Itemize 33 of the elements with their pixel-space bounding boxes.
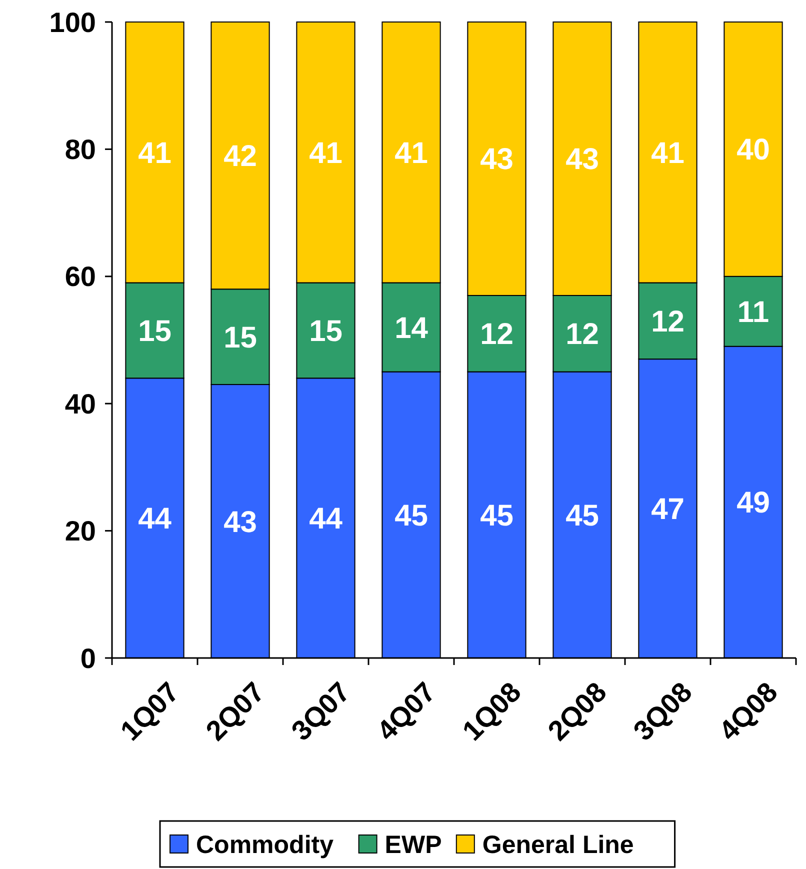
data-label: 11 [737, 296, 770, 329]
legend-label: General Line [482, 830, 634, 859]
data-label: 12 [651, 305, 684, 338]
y-tick-label: 60 [64, 261, 96, 292]
data-label: 45 [566, 499, 599, 532]
data-label: 15 [309, 314, 342, 348]
data-label: 41 [651, 136, 684, 170]
data-label: 45 [394, 499, 428, 532]
data-label: 43 [224, 506, 257, 539]
data-label: 42 [224, 140, 257, 174]
data-label: 43 [480, 143, 514, 176]
legend-label: EWP [384, 830, 442, 859]
data-label: 49 [736, 486, 770, 520]
legend-label: Commodity [196, 830, 334, 859]
data-label: 47 [651, 493, 684, 526]
y-tick-label: 40 [64, 388, 96, 420]
data-label: 44 [138, 502, 172, 536]
data-label: 15 [138, 314, 172, 348]
data-label: 44 [309, 502, 343, 536]
data-label: 40 [736, 134, 770, 167]
data-label: 41 [138, 136, 172, 170]
y-tick-label: 80 [64, 134, 96, 165]
y-tick-label: 20 [64, 516, 96, 547]
data-label: 12 [480, 318, 514, 352]
y-tick-label: 0 [80, 642, 96, 674]
data-label: 45 [480, 499, 514, 532]
data-label: 41 [394, 136, 428, 170]
data-label: 43 [566, 143, 599, 176]
data-label: 12 [566, 318, 599, 352]
data-label: 15 [224, 321, 257, 354]
data-label: 41 [309, 136, 342, 170]
data-label: 14 [394, 312, 428, 345]
y-tick-label: 100 [49, 6, 96, 38]
